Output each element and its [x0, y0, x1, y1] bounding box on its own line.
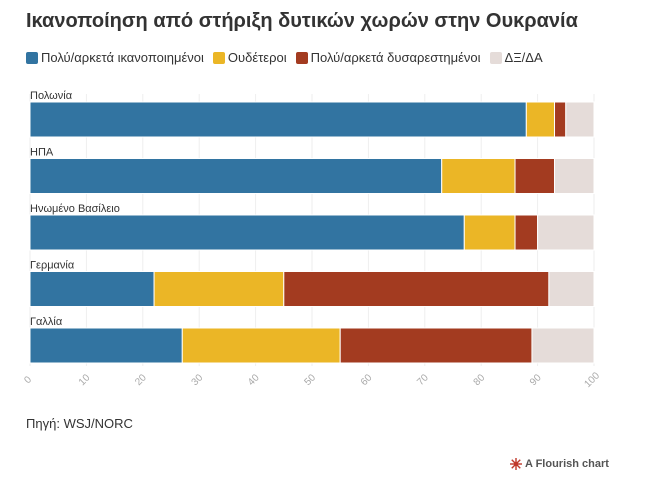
bar-segment — [29, 158, 443, 194]
legend-item[interactable]: ΔΞ/ΔΑ — [489, 50, 543, 65]
legend: Πολύ/αρκετά ικανοποιημένοι Ουδέτεροι Πολ… — [26, 50, 552, 65]
bar-segment — [29, 214, 465, 251]
x-tick-label: 60 — [359, 372, 375, 388]
x-tick-label: 70 — [415, 372, 431, 388]
bar-segment — [548, 271, 595, 307]
bar-segment — [525, 101, 556, 138]
legend-item[interactable]: Ουδέτεροι — [212, 50, 287, 65]
bar-segment — [283, 271, 550, 307]
bar-segment — [29, 271, 155, 307]
source-note: Πηγή: WSJ/NORC — [26, 416, 133, 431]
flourish-credit-link[interactable]: A Flourish chart — [510, 458, 609, 470]
x-tick-label: 90 — [528, 372, 544, 388]
chart-title: Ικανοποίηση από στήριξη δυτικών χωρών στ… — [26, 10, 578, 32]
bar-segment — [565, 101, 595, 138]
category-label: Ηνωμένο Βασίλειο — [30, 203, 120, 215]
x-tick-label: 50 — [302, 372, 318, 388]
x-tick-label: 20 — [133, 372, 149, 388]
category-label: Γαλλία — [30, 316, 63, 328]
bar-segment — [339, 327, 533, 364]
flourish-credit-text: A Flourish chart — [525, 458, 609, 470]
bar-segment — [463, 214, 516, 251]
x-tick-label: 100 — [582, 370, 602, 390]
x-tick-label: 30 — [190, 372, 206, 388]
bar-segment — [181, 327, 341, 364]
legend-swatch — [212, 51, 225, 64]
bar-segment — [514, 214, 539, 251]
x-tick-label: 80 — [472, 372, 488, 388]
legend-item[interactable]: Πολύ/αρκετά δυσαρεστημένοι — [295, 50, 481, 65]
legend-label: Ουδέτεροι — [227, 50, 287, 65]
bar-segment — [441, 158, 516, 194]
x-tick-label: 40 — [246, 372, 262, 388]
category-label: Γερμανία — [30, 260, 75, 272]
bar-segment — [153, 271, 285, 307]
bar-segment — [29, 101, 527, 138]
x-tick-label: 10 — [77, 372, 93, 388]
bar-segment — [29, 327, 183, 364]
category-label: ΗΠΑ — [30, 147, 54, 159]
bar-segment — [537, 214, 595, 251]
legend-swatch — [489, 51, 502, 64]
x-tick-label: 0 — [22, 374, 34, 386]
legend-item[interactable]: Πολύ/αρκετά ικανοποιημένοι — [26, 50, 204, 65]
bar-segment — [554, 101, 567, 138]
legend-label: Πολύ/αρκετά δυσαρεστημένοι — [310, 50, 481, 65]
bar-segment — [531, 327, 595, 364]
legend-swatch — [295, 51, 308, 64]
bar-segment — [514, 158, 556, 194]
legend-swatch — [26, 51, 38, 64]
legend-label: ΔΞ/ΔΑ — [504, 50, 543, 65]
bar-segment — [554, 158, 595, 194]
category-label: Πολωνία — [30, 90, 73, 102]
legend-label: Πολύ/αρκετά ικανοποιημένοι — [41, 50, 204, 65]
flourish-logo-icon — [510, 458, 522, 470]
